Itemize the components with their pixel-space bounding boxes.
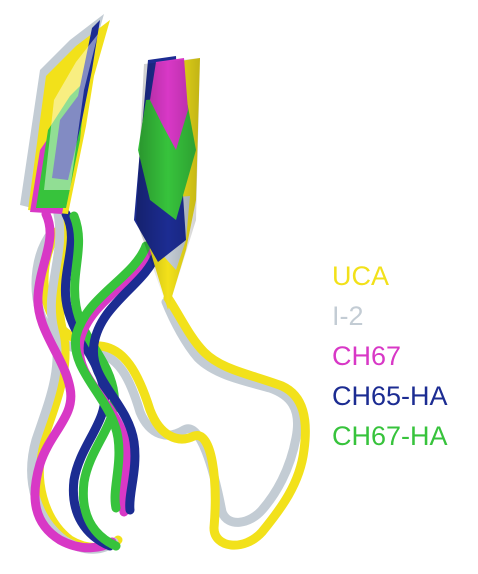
legend-entry-ch67: CH67 xyxy=(332,341,402,371)
ch67-left-strand xyxy=(30,209,117,553)
i2-loop-strand xyxy=(31,227,302,527)
legend-entry-ch65ha: CH65-HA xyxy=(332,381,448,411)
legend-entry-ch67ha: CH67-HA xyxy=(332,421,448,451)
ch67ha-right-strand xyxy=(70,241,151,513)
left-beta-arrow xyxy=(20,14,110,215)
legend: UCA I-2 CH67 CH65-HA CH67-HA xyxy=(332,256,448,456)
right-strand-bundle xyxy=(70,241,161,517)
right-arrow-shade xyxy=(136,58,200,310)
left-arrow-highlight xyxy=(44,34,98,190)
ch65ha-right-strand xyxy=(88,249,161,515)
ch65ha-left-arrow xyxy=(52,20,100,180)
legend-entry-i2: I-2 xyxy=(332,301,364,331)
legend-entry-uca: UCA xyxy=(332,261,390,291)
right-beta-arrow xyxy=(134,56,200,310)
